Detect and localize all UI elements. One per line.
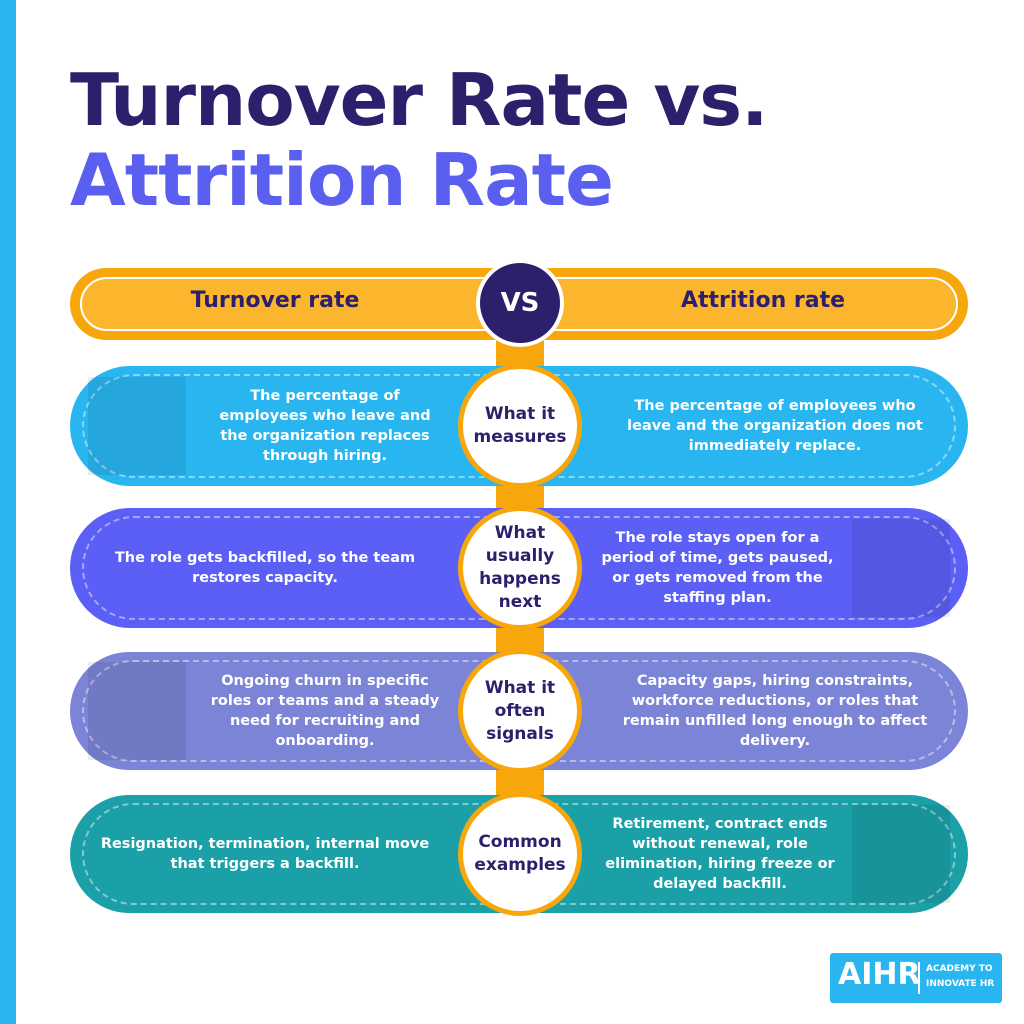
icon: [88, 377, 186, 475]
side-stripe: [0, 0, 16, 1024]
header-right: Attrition rate: [680, 288, 846, 313]
row-label: What it measures: [458, 364, 582, 488]
logo-mark: AIHR: [838, 957, 921, 992]
row-right: The percentage of employees who leave an…: [627, 398, 923, 454]
row-left: The role gets backfilled, so the team re…: [114, 550, 416, 586]
row-right: The role stays open for a period of time…: [601, 530, 834, 606]
logo-text: ACADEMY TO INNOVATE HR: [926, 964, 995, 989]
logo: [830, 953, 1002, 1003]
icon: [852, 519, 950, 617]
row-label: What usually happens next: [458, 506, 582, 630]
row-right: Retirement, contract ends without renewa…: [605, 816, 835, 892]
logo-divider: [918, 962, 920, 994]
row-left: Ongoing churn in specific roles or teams…: [210, 673, 440, 749]
icon: [88, 662, 186, 760]
row-left: Resignation, termination, internal move …: [100, 836, 430, 872]
title-line-2: Attrition Rate: [70, 138, 614, 222]
title-line-1: Turnover Rate vs.: [70, 58, 769, 142]
row-label: Common examples: [458, 792, 582, 916]
row-label: What it often signals: [458, 649, 582, 773]
header-left: Turnover rate: [190, 288, 360, 313]
icon: [852, 805, 950, 903]
row-left: The percentage of employees who leave an…: [219, 388, 431, 464]
row-right: Capacity gaps, hiring constraints, workf…: [622, 673, 928, 749]
vs-badge: VS: [476, 259, 564, 347]
